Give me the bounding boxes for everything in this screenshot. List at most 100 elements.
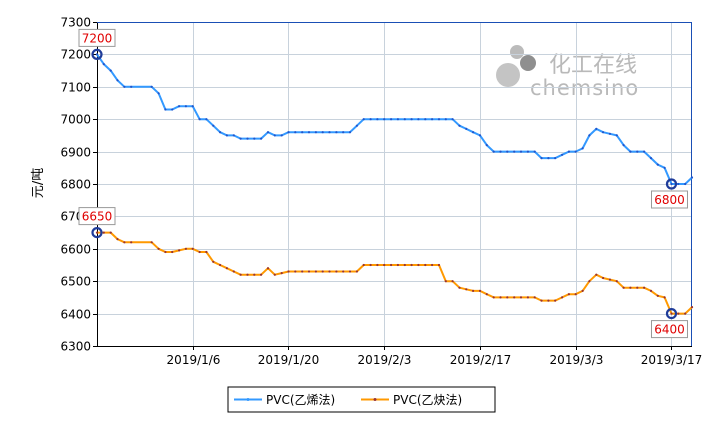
data-point-acetylene-28	[301, 270, 304, 273]
data-point-ethylene-24	[273, 134, 276, 137]
data-point-ethylene-8	[164, 108, 167, 111]
data-point-ethylene-72	[602, 131, 605, 134]
y-tick-label-3: 6600	[60, 243, 91, 257]
data-point-acetylene-55	[485, 293, 488, 296]
legend-marker-acetylene	[373, 398, 377, 401]
data-point-acetylene-82	[670, 312, 673, 315]
x-axis-ticks: 2019/1/6 2019/1/20 2019/2/3 2019/2/17 2019/3…	[167, 346, 703, 367]
data-point-ethylene-54	[478, 134, 482, 137]
data-point-ethylene-85	[690, 176, 694, 179]
data-point-ethylene-55	[485, 144, 488, 147]
data-point-acetylene-43	[403, 263, 406, 267]
data-point-ethylene-30	[314, 131, 317, 134]
data-point-acetylene-18	[232, 270, 235, 273]
data-point-acetylene-51	[458, 286, 461, 289]
annotation-layer: 7200 6800 6650 6400	[78, 28, 688, 339]
data-point-acetylene-56	[492, 296, 495, 299]
data-point-acetylene-52	[465, 288, 468, 291]
data-point-ethylene-74	[615, 134, 618, 137]
data-point-ethylene-18	[232, 134, 235, 137]
data-point-ethylene-37	[362, 118, 365, 121]
data-point-ethylene-69	[581, 147, 584, 150]
data-point-ethylene-43	[403, 118, 406, 121]
data-point-ethylene-0	[95, 53, 99, 56]
data-point-ethylene-2	[109, 69, 112, 72]
data-point-acetylene-74	[615, 280, 618, 283]
data-point-acetylene-23	[266, 267, 270, 270]
series-layer	[95, 53, 694, 315]
data-point-ethylene-14	[205, 118, 208, 121]
data-point-ethylene-32	[328, 131, 331, 134]
data-point-acetylene-21	[253, 273, 256, 276]
data-point-ethylene-16	[219, 131, 222, 134]
highlight-marker-1	[665, 178, 678, 190]
data-point-ethylene-9	[171, 108, 174, 111]
data-point-acetylene-7	[157, 247, 160, 250]
data-point-ethylene-84	[684, 182, 687, 186]
data-point-acetylene-25	[280, 272, 283, 275]
callout-box-0	[78, 28, 116, 47]
data-point-ethylene-35	[348, 131, 352, 134]
data-point-acetylene-63	[540, 299, 543, 302]
data-point-ethylene-57	[499, 150, 502, 153]
y-tick-label-7: 7000	[60, 113, 91, 127]
x-tick-label-1: 2019/1/20	[258, 353, 320, 367]
data-point-acetylene-54	[478, 289, 482, 292]
data-point-acetylene-35	[348, 270, 352, 273]
data-point-ethylene-60	[519, 150, 523, 153]
data-point-acetylene-62	[533, 296, 536, 299]
data-point-ethylene-42	[396, 118, 399, 121]
data-point-ethylene-6	[150, 85, 153, 88]
data-point-ethylene-25	[280, 134, 283, 137]
data-point-acetylene-67	[567, 293, 571, 296]
data-point-acetylene-45	[417, 263, 420, 267]
data-point-ethylene-40	[383, 118, 386, 121]
legend-label-ethylene: PVC(乙烯法)	[266, 393, 335, 407]
data-point-acetylene-46	[424, 263, 427, 267]
data-point-ethylene-58	[506, 150, 509, 153]
data-point-ethylene-27	[294, 131, 297, 134]
data-point-acetylene-81	[663, 296, 666, 299]
y-tick-label-0: 6300	[60, 340, 91, 354]
data-point-acetylene-13	[198, 250, 201, 254]
data-point-ethylene-36	[355, 124, 358, 127]
data-point-acetylene-65	[554, 299, 557, 302]
x-tick-label-5: 2019/3/17	[641, 353, 703, 367]
data-point-acetylene-10	[178, 249, 181, 252]
data-point-acetylene-9	[171, 250, 174, 254]
y-axis-title: 元/吨	[31, 168, 46, 198]
data-point-ethylene-7	[157, 92, 160, 95]
highlight-marker-2	[91, 227, 103, 239]
data-point-acetylene-30	[314, 270, 317, 273]
data-point-ethylene-70	[588, 134, 591, 137]
legend-label-acetylene: PVC(乙炔法)	[393, 393, 462, 407]
data-point-ethylene-28	[301, 131, 304, 134]
y-tick-label-2: 6500	[60, 275, 91, 289]
data-point-acetylene-11	[184, 247, 187, 250]
data-point-acetylene-0	[95, 231, 99, 234]
data-point-ethylene-20	[246, 137, 249, 140]
data-point-acetylene-76	[629, 286, 632, 289]
data-point-acetylene-49	[444, 280, 447, 283]
data-point-acetylene-75	[622, 286, 625, 289]
data-point-ethylene-11	[184, 105, 187, 108]
series-line-acetylene	[96, 231, 693, 315]
data-point-acetylene-19	[239, 273, 242, 276]
data-point-acetylene-20	[246, 273, 249, 276]
data-point-acetylene-27	[294, 270, 297, 273]
data-point-acetylene-15	[212, 260, 215, 263]
callout-box-1	[650, 190, 688, 209]
data-point-ethylene-77	[636, 150, 639, 153]
data-point-ethylene-56	[492, 150, 495, 153]
x-tick-label-4: 2019/3/3	[550, 353, 604, 367]
y-tick-label-9: 7200	[60, 48, 91, 62]
data-point-ethylene-23	[266, 131, 270, 134]
data-point-acetylene-6	[150, 241, 153, 244]
data-point-ethylene-68	[574, 150, 577, 153]
watermark-cn: 化工在线	[549, 53, 637, 78]
data-point-ethylene-52	[465, 127, 468, 130]
data-point-acetylene-85	[690, 306, 694, 309]
data-point-ethylene-75	[622, 144, 625, 147]
data-point-ethylene-5	[130, 85, 133, 88]
data-point-ethylene-76	[629, 150, 632, 153]
